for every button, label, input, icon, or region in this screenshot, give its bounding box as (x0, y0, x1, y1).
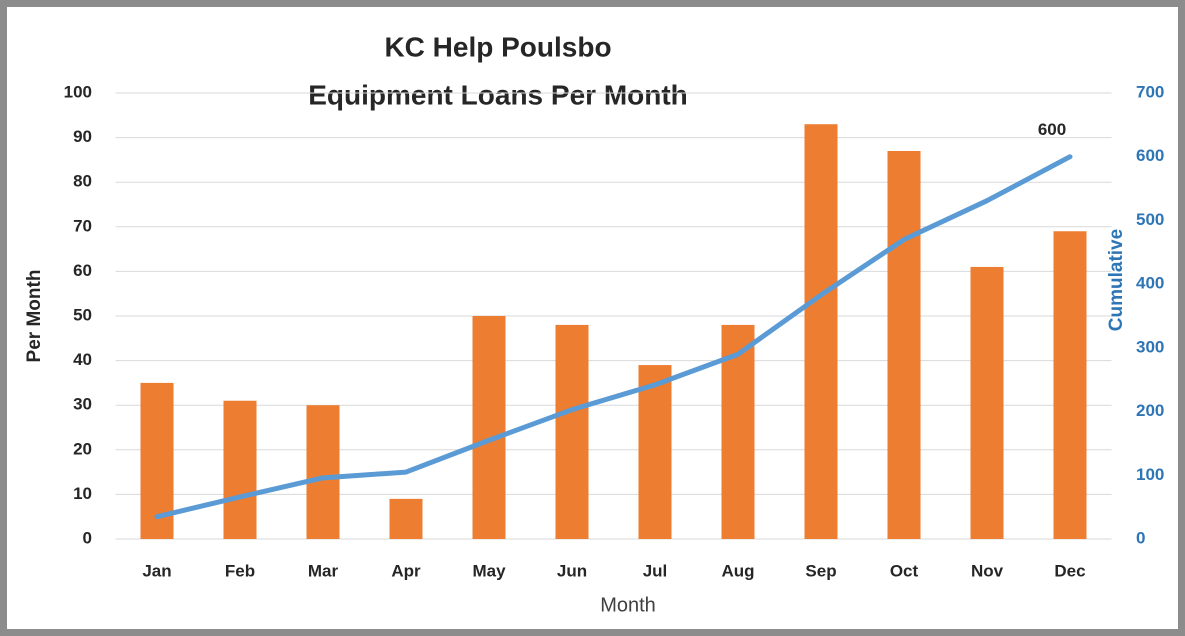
y-tick-label: 40 (73, 350, 92, 369)
x-tick-label: Apr (391, 561, 421, 580)
chart-title: KC Help Poulsbo (384, 31, 611, 62)
y2-axis-label: Cumulative (1106, 229, 1127, 331)
x-tick-label: Nov (971, 561, 1004, 580)
bar (804, 124, 838, 539)
y-tick-label: 20 (73, 439, 92, 458)
y-tick-label: 50 (73, 305, 92, 324)
bar (970, 266, 1004, 539)
x-tick-label: May (472, 561, 506, 580)
y2-tick-label: 600 (1136, 146, 1164, 165)
bar (306, 405, 340, 539)
y2-tick-label: 500 (1136, 210, 1164, 229)
x-tick-label: Mar (308, 561, 339, 580)
x-tick-label: Aug (721, 561, 754, 580)
y-axis-label: Per Month (24, 270, 45, 363)
y-tick-label: 100 (64, 82, 92, 101)
y2-tick-label: 700 (1136, 82, 1164, 101)
x-axis-label: Month (600, 594, 656, 616)
x-tick-label: Oct (890, 561, 919, 580)
y-tick-label: 10 (73, 484, 92, 503)
bar (638, 365, 672, 539)
bar (555, 324, 589, 539)
bar (472, 316, 506, 539)
x-tick-label: Jun (557, 561, 587, 580)
bar (887, 150, 921, 540)
x-tick-label: Sep (805, 561, 836, 580)
y2-tick-label: 100 (1136, 465, 1164, 484)
y2-tick-label: 200 (1136, 401, 1164, 420)
x-tick-label: Feb (225, 561, 255, 580)
bar (389, 498, 423, 539)
y2-tick-label: 0 (1136, 528, 1145, 547)
x-tick-label: Jan (142, 561, 171, 580)
y2-tick-label: 300 (1136, 337, 1164, 356)
bar (1053, 231, 1087, 539)
line (154, 154, 1073, 520)
data-label: 600 (1038, 120, 1066, 139)
y-tick-label: 30 (73, 395, 92, 414)
bar (223, 400, 257, 539)
x-tick-label: Dec (1054, 561, 1085, 580)
x-tick-label: Jul (643, 561, 668, 580)
chart-subtitle: Equipment Loans Per Month (308, 79, 688, 110)
y-tick-label: 70 (73, 216, 92, 235)
y2-tick-label: 400 (1136, 274, 1164, 293)
y-tick-label: 0 (83, 528, 92, 547)
y-tick-label: 90 (73, 127, 92, 146)
y-tick-label: 60 (73, 261, 92, 280)
y-tick-label: 80 (73, 172, 92, 191)
